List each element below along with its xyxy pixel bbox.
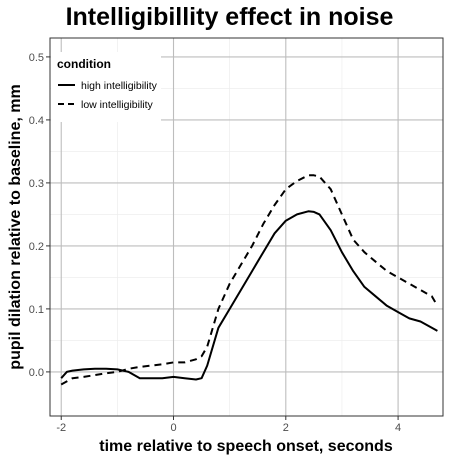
y-tick-label: 0.0 — [29, 367, 44, 379]
legend-label-low-intelligibility: low intelligibility — [81, 99, 154, 111]
legend-title: condition — [57, 57, 111, 71]
y-tick-label: 0.2 — [29, 241, 44, 253]
series-line-low-intelligibility — [60, 174, 439, 386]
y-tick-label: 0.4 — [29, 115, 44, 127]
chart-title: Intelligibillity effect in noise — [65, 3, 394, 31]
series-layer — [60, 174, 439, 386]
legend-label-high-intelligibility: high intelligibility — [81, 80, 158, 92]
x-tick-label: 4 — [395, 422, 401, 434]
x-axis-title: time relative to speech onset, seconds — [99, 438, 393, 455]
y-axis-ticks: 0.0 0.1 0.2 0.3 0.4 0.5 — [29, 52, 50, 379]
minor-gridlines — [50, 38, 443, 416]
y-tick-label: 0.1 — [29, 304, 44, 316]
plot-border — [49, 37, 444, 417]
y-axis-title: pupil dilation relative to baseline, mm — [7, 84, 24, 369]
y-tick-label: 0.3 — [29, 178, 44, 190]
x-tick-label: 0 — [170, 422, 176, 434]
x-tick-label: -2 — [56, 422, 66, 434]
x-tick-label: 2 — [283, 422, 289, 434]
y-tick-label: 0.5 — [29, 52, 44, 64]
x-axis-ticks: -2 0 2 4 — [56, 416, 401, 434]
legend-box — [51, 52, 161, 122]
legend: condition high intelligibility low intel… — [51, 52, 161, 122]
